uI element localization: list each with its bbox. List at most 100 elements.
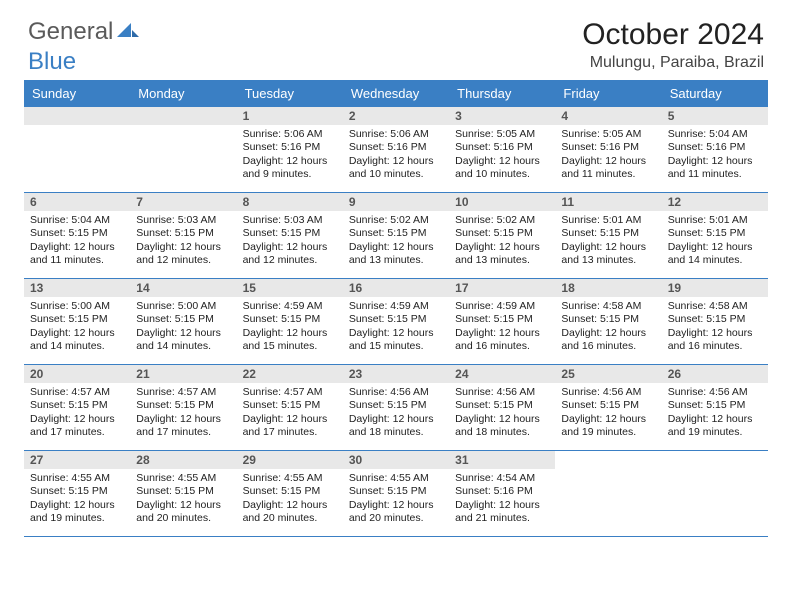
sunrise-text: Sunrise: 4:56 AM xyxy=(561,386,655,399)
sunrise-text: Sunrise: 4:57 AM xyxy=(243,386,337,399)
calendar-cell: 16Sunrise: 4:59 AMSunset: 5:15 PMDayligh… xyxy=(343,279,449,365)
day-data: Sunrise: 5:02 AMSunset: 5:15 PMDaylight:… xyxy=(449,211,555,274)
calendar-cell: 4Sunrise: 5:05 AMSunset: 5:16 PMDaylight… xyxy=(555,107,661,193)
calendar-cell: 6Sunrise: 5:04 AMSunset: 5:15 PMDaylight… xyxy=(24,193,130,279)
day-data: Sunrise: 5:03 AMSunset: 5:15 PMDaylight:… xyxy=(237,211,343,274)
day-data: Sunrise: 5:05 AMSunset: 5:16 PMDaylight:… xyxy=(555,125,661,188)
sunrise-text: Sunrise: 5:02 AM xyxy=(455,214,549,227)
daylight-text: Daylight: 12 hours and 16 minutes. xyxy=(561,327,655,354)
sunset-text: Sunset: 5:15 PM xyxy=(455,399,549,412)
calendar-cell: 19Sunrise: 4:58 AMSunset: 5:15 PMDayligh… xyxy=(662,279,768,365)
calendar-cell: 17Sunrise: 4:59 AMSunset: 5:15 PMDayligh… xyxy=(449,279,555,365)
day-data: Sunrise: 4:55 AMSunset: 5:15 PMDaylight:… xyxy=(237,469,343,532)
sunset-text: Sunset: 5:15 PM xyxy=(561,227,655,240)
sunrise-text: Sunrise: 4:55 AM xyxy=(30,472,124,485)
day-data: Sunrise: 5:06 AMSunset: 5:16 PMDaylight:… xyxy=(343,125,449,188)
sunrise-text: Sunrise: 4:56 AM xyxy=(349,386,443,399)
sunset-text: Sunset: 5:15 PM xyxy=(30,399,124,412)
day-number: 13 xyxy=(24,279,130,297)
sunset-text: Sunset: 5:15 PM xyxy=(668,227,762,240)
day-data: Sunrise: 4:55 AMSunset: 5:15 PMDaylight:… xyxy=(343,469,449,532)
sunset-text: Sunset: 5:16 PM xyxy=(668,141,762,154)
day-number: 30 xyxy=(343,451,449,469)
daylight-text: Daylight: 12 hours and 14 minutes. xyxy=(30,327,124,354)
day-number: 20 xyxy=(24,365,130,383)
calendar-cell: 24Sunrise: 4:56 AMSunset: 5:15 PMDayligh… xyxy=(449,365,555,451)
day-number: 26 xyxy=(662,365,768,383)
daylight-text: Daylight: 12 hours and 13 minutes. xyxy=(561,241,655,268)
day-data: Sunrise: 5:00 AMSunset: 5:15 PMDaylight:… xyxy=(24,297,130,360)
sunrise-text: Sunrise: 4:57 AM xyxy=(136,386,230,399)
day-data: Sunrise: 5:01 AMSunset: 5:15 PMDaylight:… xyxy=(662,211,768,274)
calendar-cell: 14Sunrise: 5:00 AMSunset: 5:15 PMDayligh… xyxy=(130,279,236,365)
sunset-text: Sunset: 5:15 PM xyxy=(668,313,762,326)
dow-header: Wednesday xyxy=(343,80,449,107)
day-number: 23 xyxy=(343,365,449,383)
calendar-cell: 27Sunrise: 4:55 AMSunset: 5:15 PMDayligh… xyxy=(24,451,130,537)
daylight-text: Daylight: 12 hours and 14 minutes. xyxy=(668,241,762,268)
day-data: Sunrise: 5:04 AMSunset: 5:15 PMDaylight:… xyxy=(24,211,130,274)
sunset-text: Sunset: 5:15 PM xyxy=(30,313,124,326)
day-number: 2 xyxy=(343,107,449,125)
day-number: 24 xyxy=(449,365,555,383)
day-number: 29 xyxy=(237,451,343,469)
day-number: 19 xyxy=(662,279,768,297)
day-data: Sunrise: 4:58 AMSunset: 5:15 PMDaylight:… xyxy=(555,297,661,360)
day-data: Sunrise: 5:04 AMSunset: 5:16 PMDaylight:… xyxy=(662,125,768,188)
daylight-text: Daylight: 12 hours and 16 minutes. xyxy=(668,327,762,354)
daylight-text: Daylight: 12 hours and 11 minutes. xyxy=(561,155,655,182)
day-data: Sunrise: 4:57 AMSunset: 5:15 PMDaylight:… xyxy=(24,383,130,446)
daylight-text: Daylight: 12 hours and 19 minutes. xyxy=(561,413,655,440)
daylight-text: Daylight: 12 hours and 11 minutes. xyxy=(668,155,762,182)
day-number: 6 xyxy=(24,193,130,211)
day-data: Sunrise: 4:55 AMSunset: 5:15 PMDaylight:… xyxy=(24,469,130,532)
daylight-text: Daylight: 12 hours and 9 minutes. xyxy=(243,155,337,182)
day-number: 3 xyxy=(449,107,555,125)
daylight-text: Daylight: 12 hours and 15 minutes. xyxy=(349,327,443,354)
calendar-grid: SundayMondayTuesdayWednesdayThursdayFrid… xyxy=(24,80,768,537)
day-number: 14 xyxy=(130,279,236,297)
daylight-text: Daylight: 12 hours and 10 minutes. xyxy=(349,155,443,182)
day-data: Sunrise: 4:59 AMSunset: 5:15 PMDaylight:… xyxy=(343,297,449,360)
day-number: 7 xyxy=(130,193,236,211)
day-data: Sunrise: 4:56 AMSunset: 5:15 PMDaylight:… xyxy=(449,383,555,446)
sunrise-text: Sunrise: 5:03 AM xyxy=(136,214,230,227)
sunset-text: Sunset: 5:15 PM xyxy=(349,313,443,326)
sunset-text: Sunset: 5:15 PM xyxy=(349,227,443,240)
sunset-text: Sunset: 5:15 PM xyxy=(561,313,655,326)
calendar-cell xyxy=(555,451,661,537)
daylight-text: Daylight: 12 hours and 12 minutes. xyxy=(136,241,230,268)
daylight-text: Daylight: 12 hours and 17 minutes. xyxy=(243,413,337,440)
calendar-cell: 13Sunrise: 5:00 AMSunset: 5:15 PMDayligh… xyxy=(24,279,130,365)
sunset-text: Sunset: 5:15 PM xyxy=(243,313,337,326)
sunrise-text: Sunrise: 5:01 AM xyxy=(561,214,655,227)
day-number: 27 xyxy=(24,451,130,469)
day-data: Sunrise: 4:54 AMSunset: 5:16 PMDaylight:… xyxy=(449,469,555,532)
day-number: 25 xyxy=(555,365,661,383)
day-data: Sunrise: 5:01 AMSunset: 5:15 PMDaylight:… xyxy=(555,211,661,274)
dow-header: Saturday xyxy=(662,80,768,107)
sunrise-text: Sunrise: 4:59 AM xyxy=(349,300,443,313)
calendar-cell: 9Sunrise: 5:02 AMSunset: 5:15 PMDaylight… xyxy=(343,193,449,279)
day-number: 9 xyxy=(343,193,449,211)
daylight-text: Daylight: 12 hours and 10 minutes. xyxy=(455,155,549,182)
calendar-cell: 28Sunrise: 4:55 AMSunset: 5:15 PMDayligh… xyxy=(130,451,236,537)
sunrise-text: Sunrise: 4:55 AM xyxy=(243,472,337,485)
sunrise-text: Sunrise: 5:03 AM xyxy=(243,214,337,227)
calendar-cell: 22Sunrise: 4:57 AMSunset: 5:15 PMDayligh… xyxy=(237,365,343,451)
sunset-text: Sunset: 5:16 PM xyxy=(349,141,443,154)
sunset-text: Sunset: 5:15 PM xyxy=(455,313,549,326)
empty-daynum xyxy=(130,107,236,125)
daylight-text: Daylight: 12 hours and 18 minutes. xyxy=(455,413,549,440)
header: General October 2024 Mulungu, Paraiba, B… xyxy=(0,0,792,80)
sunset-text: Sunset: 5:15 PM xyxy=(136,313,230,326)
day-data: Sunrise: 4:56 AMSunset: 5:15 PMDaylight:… xyxy=(555,383,661,446)
daylight-text: Daylight: 12 hours and 17 minutes. xyxy=(136,413,230,440)
day-number: 15 xyxy=(237,279,343,297)
sunrise-text: Sunrise: 5:00 AM xyxy=(136,300,230,313)
sunrise-text: Sunrise: 5:01 AM xyxy=(668,214,762,227)
sunset-text: Sunset: 5:15 PM xyxy=(30,227,124,240)
sunset-text: Sunset: 5:16 PM xyxy=(455,485,549,498)
empty-daynum xyxy=(24,107,130,125)
calendar-cell: 15Sunrise: 4:59 AMSunset: 5:15 PMDayligh… xyxy=(237,279,343,365)
